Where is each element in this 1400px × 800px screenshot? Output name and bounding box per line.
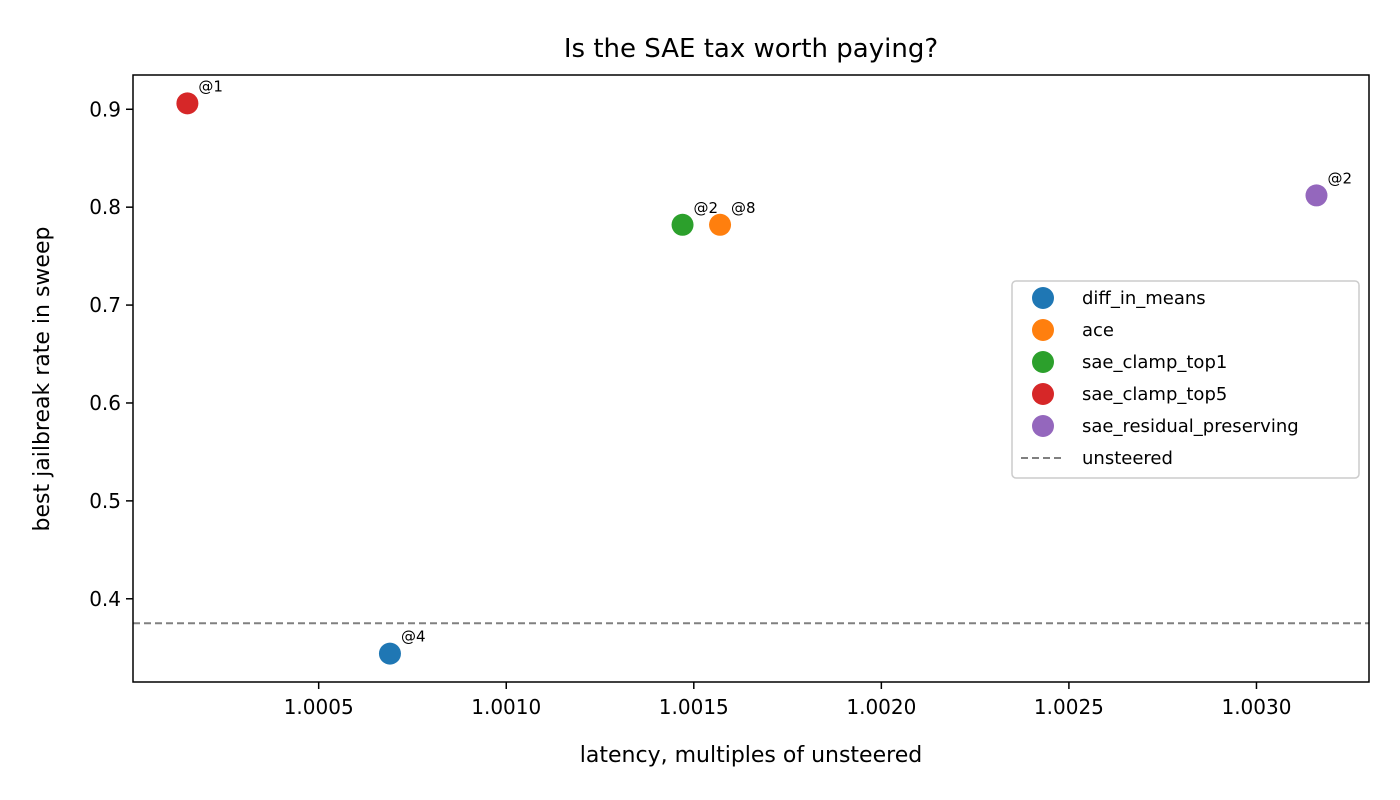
x-tick-label: 1.0025 [1034, 695, 1104, 719]
data-point-ace [709, 213, 732, 236]
legend-entry-label: ace [1082, 320, 1114, 341]
data-point-sae_residual_preserving [1305, 184, 1328, 207]
legend-marker-sae_clamp_top1 [1032, 351, 1054, 373]
x-tick-label: 1.0015 [659, 695, 729, 719]
x-tick-label: 1.0030 [1221, 695, 1291, 719]
legend-entry-label: diff_in_means [1082, 288, 1206, 309]
point-annotation: @2 [694, 199, 719, 217]
legend-entry-label: sae_residual_preserving [1082, 416, 1299, 437]
y-tick-label: 0.7 [89, 293, 121, 317]
x-tick-label: 1.0010 [471, 695, 541, 719]
point-annotation: @8 [731, 199, 756, 217]
plot-area: 1.0005 1.0010 1.0015 1.0020 1.0025 1.0030 0.4 0… [89, 74, 1370, 719]
point-annotation: @2 [1327, 169, 1352, 187]
y-tick-label: 0.5 [89, 489, 121, 513]
axes-frame [132, 74, 1370, 683]
legend-marker-diff_in_means [1032, 287, 1054, 309]
chart-title: Is the SAE tax worth paying? [564, 34, 938, 64]
y-axis-label: best jailbreak rate in sweep [30, 227, 55, 532]
x-tick-label: 1.0005 [284, 695, 354, 719]
legend-box [1011, 280, 1360, 479]
legend-marker-sae_clamp_top5 [1032, 383, 1054, 405]
data-point-sae_clamp_top5 [176, 92, 199, 115]
x-tick-label: 1.0020 [846, 695, 916, 719]
y-tick-label: 0.6 [89, 391, 121, 415]
y-tick-label: 0.8 [89, 195, 121, 219]
legend-entry-label: unsteered [1082, 448, 1173, 469]
legend-marker-sae_residual_preserving [1032, 415, 1054, 437]
legend-entry-label: sae_clamp_top1 [1082, 352, 1227, 373]
legend-marker-ace [1032, 319, 1054, 341]
data-point-diff_in_means [378, 642, 401, 665]
point-annotation: @1 [198, 77, 223, 95]
legend-entry-label: sae_clamp_top5 [1082, 384, 1227, 405]
y-tick-label: 0.4 [89, 587, 121, 611]
data-point-sae_clamp_top1 [671, 213, 694, 236]
x-axis-label: latency, multiples of unsteered [580, 743, 922, 768]
point-annotation: @4 [401, 628, 426, 646]
y-tick-label: 0.9 [89, 97, 121, 121]
